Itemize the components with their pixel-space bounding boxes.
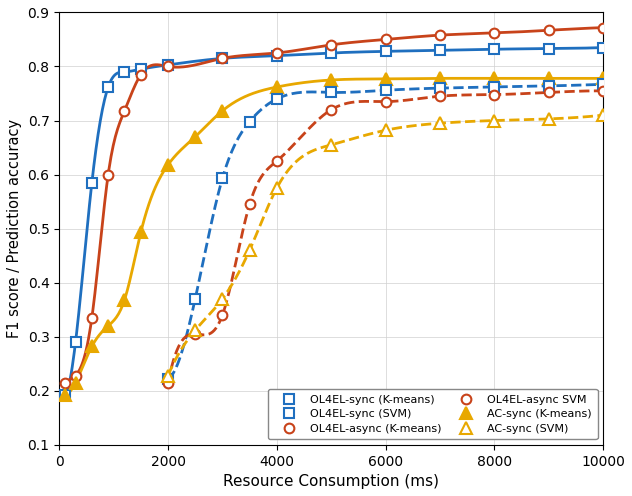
OL4EL-async (K-means) [327, 42, 335, 48]
AC-sync (SVM) [599, 112, 607, 118]
OL4EL-sync (K-means) [599, 45, 607, 51]
OL4EL-async (K-means) [382, 37, 389, 43]
AC-sync (K-means) [72, 379, 80, 385]
OL4EL-async (K-means) [490, 30, 498, 36]
AC-sync (SVM) [191, 327, 199, 333]
Line: OL4EL-async (K-means): OL4EL-async (K-means) [60, 23, 608, 387]
Line: AC-sync (SVM): AC-sync (SVM) [162, 110, 609, 381]
AC-sync (K-means) [436, 75, 444, 81]
OL4EL-sync (SVM) [164, 376, 172, 382]
OL4EL-async SVM [382, 99, 389, 105]
OL4EL-async (K-means) [88, 315, 95, 321]
AC-sync (K-means) [382, 76, 389, 82]
OL4EL-async SVM [436, 93, 444, 99]
AC-sync (K-means) [61, 392, 68, 398]
OL4EL-async SVM [164, 379, 172, 385]
AC-sync (K-means) [164, 162, 172, 168]
OL4EL-async (K-means) [436, 32, 444, 38]
OL4EL-sync (K-means) [219, 56, 226, 62]
AC-sync (SVM) [219, 296, 226, 302]
Line: AC-sync (K-means): AC-sync (K-means) [59, 73, 609, 401]
AC-sync (K-means) [490, 75, 498, 81]
OL4EL-async (K-means) [72, 372, 80, 378]
AC-sync (SVM) [327, 142, 335, 148]
OL4EL-sync (SVM) [273, 96, 281, 102]
OL4EL-async (K-means) [137, 71, 145, 77]
AC-sync (SVM) [273, 185, 281, 191]
Line: OL4EL-sync (K-means): OL4EL-sync (K-means) [60, 43, 608, 400]
OL4EL-sync (SVM) [191, 296, 199, 302]
OL4EL-sync (SVM) [545, 83, 552, 89]
Line: OL4EL-sync (SVM): OL4EL-sync (SVM) [163, 79, 608, 384]
OL4EL-async SVM [599, 88, 607, 94]
OL4EL-async SVM [191, 331, 199, 337]
OL4EL-async SVM [219, 312, 226, 318]
OL4EL-sync (K-means) [436, 47, 444, 53]
OL4EL-sync (K-means) [327, 50, 335, 56]
OL4EL-async (K-means) [273, 50, 281, 56]
OL4EL-sync (K-means) [121, 69, 128, 75]
OL4EL-sync (SVM) [219, 176, 226, 182]
OL4EL-sync (K-means) [490, 46, 498, 52]
OL4EL-sync (SVM) [382, 87, 389, 93]
OL4EL-sync (SVM) [246, 119, 253, 124]
AC-sync (SVM) [490, 118, 498, 124]
X-axis label: Resource Consumption (ms): Resource Consumption (ms) [223, 474, 439, 489]
OL4EL-sync (K-means) [137, 66, 145, 72]
OL4EL-async SVM [327, 107, 335, 113]
AC-sync (SVM) [164, 372, 172, 378]
AC-sync (K-means) [219, 108, 226, 114]
AC-sync (SVM) [246, 247, 253, 253]
OL4EL-async (K-means) [545, 27, 552, 33]
OL4EL-sync (SVM) [490, 84, 498, 90]
OL4EL-async (K-means) [61, 379, 68, 385]
OL4EL-async (K-means) [104, 172, 112, 178]
OL4EL-sync (K-means) [164, 62, 172, 68]
AC-sync (K-means) [599, 75, 607, 81]
OL4EL-async SVM [490, 92, 498, 98]
Line: OL4EL-async SVM: OL4EL-async SVM [163, 86, 608, 387]
AC-sync (K-means) [88, 343, 95, 349]
OL4EL-sync (SVM) [327, 89, 335, 95]
AC-sync (SVM) [545, 116, 552, 122]
AC-sync (K-means) [545, 75, 552, 81]
OL4EL-async (K-means) [599, 25, 607, 31]
AC-sync (K-means) [191, 134, 199, 140]
OL4EL-sync (K-means) [273, 53, 281, 59]
Y-axis label: F1 score / Prediction accuracy: F1 score / Prediction accuracy [7, 119, 22, 338]
AC-sync (SVM) [382, 127, 389, 133]
AC-sync (K-means) [327, 77, 335, 83]
OL4EL-sync (K-means) [72, 339, 80, 345]
OL4EL-async SVM [545, 89, 552, 95]
OL4EL-sync (SVM) [599, 81, 607, 87]
OL4EL-async SVM [273, 158, 281, 164]
OL4EL-sync (SVM) [436, 85, 444, 91]
OL4EL-sync (K-means) [88, 180, 95, 186]
OL4EL-async SVM [246, 201, 253, 207]
OL4EL-sync (K-means) [104, 84, 112, 90]
AC-sync (K-means) [104, 323, 112, 329]
AC-sync (K-means) [273, 84, 281, 90]
Legend: OL4EL-sync (K-means), OL4EL-sync (SVM), OL4EL-async (K-means), OL4EL-async SVM, : OL4EL-sync (K-means), OL4EL-sync (SVM), … [268, 389, 598, 439]
AC-sync (SVM) [436, 120, 444, 126]
AC-sync (K-means) [121, 297, 128, 303]
OL4EL-async (K-means) [164, 63, 172, 69]
OL4EL-async (K-means) [121, 108, 128, 114]
OL4EL-sync (K-means) [545, 46, 552, 52]
OL4EL-async (K-means) [219, 56, 226, 62]
AC-sync (K-means) [137, 230, 145, 236]
OL4EL-sync (K-means) [61, 392, 68, 398]
OL4EL-sync (K-means) [382, 49, 389, 55]
